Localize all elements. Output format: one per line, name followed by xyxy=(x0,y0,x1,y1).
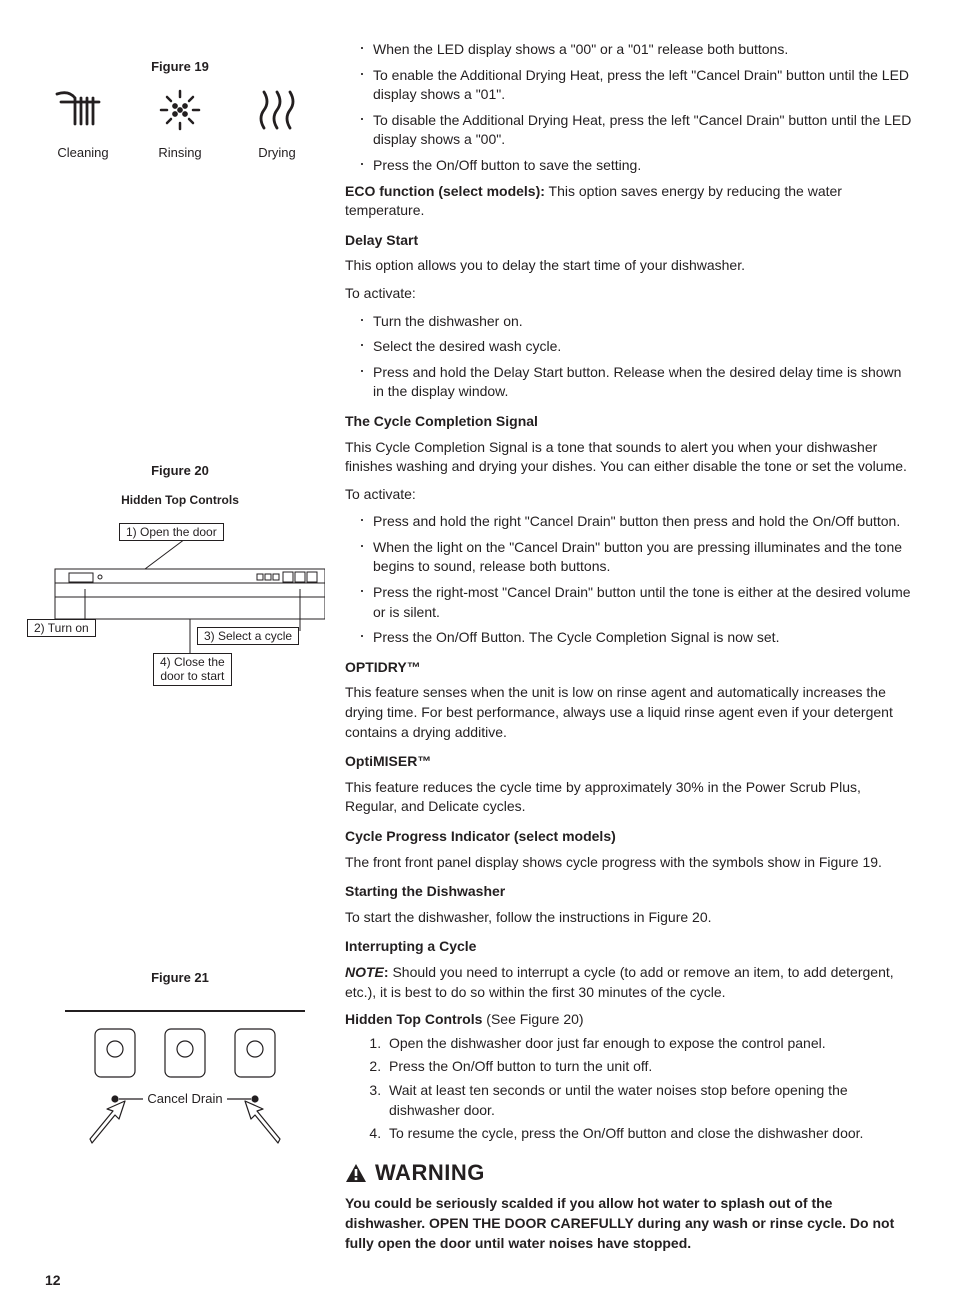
rinsing-label: Rinsing xyxy=(140,144,220,162)
rinsing-icon xyxy=(140,88,220,138)
drying-icon xyxy=(237,88,317,138)
optimiser-p: This feature reduces the cycle time by a… xyxy=(345,778,919,817)
figure-19: Figure 19 xyxy=(35,58,325,162)
delay-p1: This option allows you to delay the star… xyxy=(345,256,919,276)
warning-body: You could be seriously scalded if you al… xyxy=(345,1193,919,1254)
optidry-p: This feature senses when the unit is low… xyxy=(345,683,919,742)
figure-19-caption: Figure 19 xyxy=(35,58,325,76)
warning-title: WARNING xyxy=(375,1158,485,1189)
cancel-drain-label: Cancel Drain xyxy=(147,1091,222,1106)
to-activate-1: To activate: xyxy=(345,284,919,304)
drying-label: Drying xyxy=(237,144,317,162)
interrupt-head: Interrupting a Cycle xyxy=(345,937,919,957)
note-label: NOTE xyxy=(345,964,384,980)
cleaning-label: Cleaning xyxy=(43,144,123,162)
hidden-steps: Open the dishwasher door just far enough… xyxy=(345,1034,919,1144)
top-bullet-4: Press the On/Off button to save the sett… xyxy=(373,156,919,176)
warning-icon xyxy=(345,1163,367,1183)
delay-bullets: Turn the dishwasher on. Select the desir… xyxy=(345,312,919,402)
left-column: Figure 19 xyxy=(35,40,325,1253)
warning-heading: WARNING xyxy=(345,1158,919,1189)
top-bullet-3: To disable the Additional Drying Heat, p… xyxy=(373,111,919,150)
start-head: Starting the Dishwasher xyxy=(345,882,919,902)
page-number: 12 xyxy=(35,1271,919,1291)
note-line: NOTE: Should you need to interrupt a cyc… xyxy=(345,963,919,1002)
hidden-step-2: Press the On/Off button to turn the unit… xyxy=(385,1057,919,1077)
to-activate-2: To activate: xyxy=(345,485,919,505)
ccs-bullet-3: Press the right-most "Cancel Drain" butt… xyxy=(373,583,919,622)
callout-turn-on: 2) Turn on xyxy=(27,619,96,637)
callout-open-door: 1) Open the door xyxy=(119,523,224,541)
hidden-step-1: Open the dishwasher door just far enough… xyxy=(385,1034,919,1054)
ccs-bullet-2: When the light on the "Cancel Drain" but… xyxy=(373,538,919,577)
figure-19-labels: Cleaning Rinsing Drying xyxy=(35,144,325,162)
start-p: To start the dishwasher, follow the inst… xyxy=(345,908,919,928)
hidden-step-3: Wait at least ten seconds or until the w… xyxy=(385,1081,919,1120)
hidden-step-4: To resume the cycle, press the On/Off bu… xyxy=(385,1124,919,1144)
ccs-p1: This Cycle Completion Signal is a tone t… xyxy=(345,438,919,477)
eco-line: ECO function (select models): This optio… xyxy=(345,182,919,221)
note-text: Should you need to interrupt a cycle (to… xyxy=(345,964,894,1000)
figure-21-diagram: Cancel Drain xyxy=(35,999,325,1159)
hidden-label: Hidden Top Controls xyxy=(345,1011,482,1027)
top-bullet-2: To enable the Additional Drying Heat, pr… xyxy=(373,66,919,105)
figure-20-diagram: 1) Open the door 2) Turn on 3) Select a … xyxy=(35,519,325,709)
figure-21-caption: Figure 21 xyxy=(35,969,325,987)
figure-21: Figure 21 xyxy=(35,969,325,1165)
callout-close-door-l2: door to start xyxy=(160,669,224,683)
hidden-text: (See Figure 20) xyxy=(482,1011,583,1027)
eco-label: ECO function (select models): xyxy=(345,183,545,199)
top-bullets: When the LED display shows a "00" or a "… xyxy=(345,40,919,176)
delay-bullet-3: Press and hold the Delay Start button. R… xyxy=(373,363,919,402)
ccs-head: The Cycle Completion Signal xyxy=(345,412,919,432)
ccs-bullet-1: Press and hold the right "Cancel Drain" … xyxy=(373,512,919,532)
ccs-bullet-4: Press the On/Off Button. The Cycle Compl… xyxy=(373,628,919,648)
delay-bullet-1: Turn the dishwasher on. xyxy=(373,312,919,332)
cpi-p: The front front panel display shows cycl… xyxy=(345,853,919,873)
figure-20-caption: Figure 20 xyxy=(35,462,325,480)
delay-bullet-2: Select the desired wash cycle. xyxy=(373,337,919,357)
callout-close-door: 4) Close the door to start xyxy=(153,653,232,686)
callout-close-door-l1: 4) Close the xyxy=(160,655,225,669)
delay-start-head: Delay Start xyxy=(345,231,919,251)
figure-19-icons-row xyxy=(35,88,325,138)
cpi-head: Cycle Progress Indicator (select models) xyxy=(345,827,919,847)
page-grid: Figure 19 xyxy=(35,40,919,1253)
optimiser-head: OptiMISER™ xyxy=(345,752,919,772)
figure-20: Figure 20 Hidden Top Controls xyxy=(35,462,325,709)
optidry-head: OPTIDRY™ xyxy=(345,658,919,678)
right-column: When the LED display shows a "00" or a "… xyxy=(345,40,919,1253)
top-bullet-1: When the LED display shows a "00" or a "… xyxy=(373,40,919,60)
figure-20-subtitle: Hidden Top Controls xyxy=(35,492,325,509)
callout-select-cycle: 3) Select a cycle xyxy=(197,627,299,645)
ccs-bullets: Press and hold the right "Cancel Drain" … xyxy=(345,512,919,648)
cleaning-icon xyxy=(43,88,123,138)
hidden-line: Hidden Top Controls (See Figure 20) xyxy=(345,1010,919,1030)
